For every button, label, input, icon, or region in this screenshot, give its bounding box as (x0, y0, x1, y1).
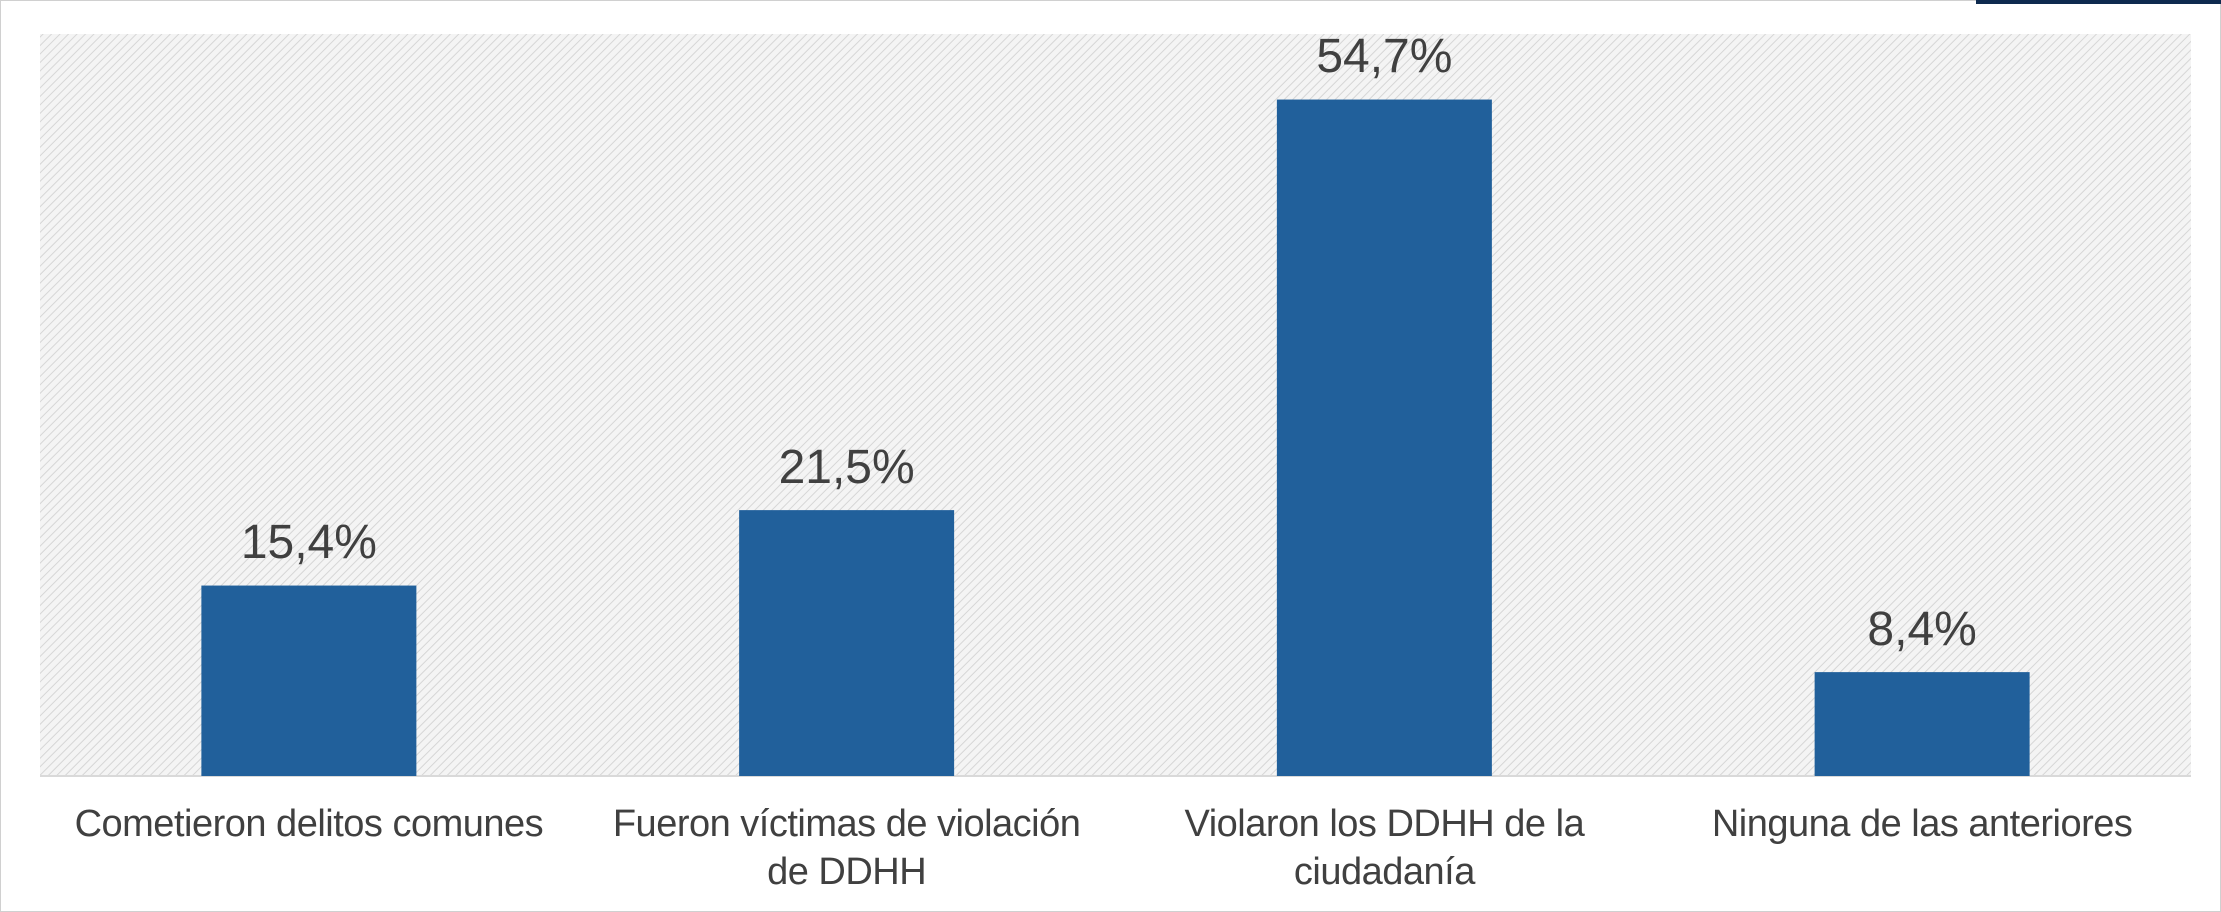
bar (201, 585, 417, 776)
corner-accent (1976, 0, 2221, 4)
value-label: 54,7% (1316, 30, 1452, 83)
x-tick-label: Ninguna de las anteriores (1711, 803, 2133, 845)
bar (1814, 672, 2030, 776)
x-tick-label: Cometieron delitos comunes (74, 803, 544, 845)
value-label: 15,4% (241, 516, 377, 569)
bar (1276, 99, 1492, 776)
bar (739, 510, 955, 776)
value-label: 8,4% (1867, 603, 1976, 656)
x-tick-label: Fueron víctimas de violación de DDHH (612, 803, 1081, 893)
value-label: 21,5% (779, 441, 915, 494)
x-tick-label: Violaron los DDHH de la ciudadanía (1184, 803, 1585, 893)
